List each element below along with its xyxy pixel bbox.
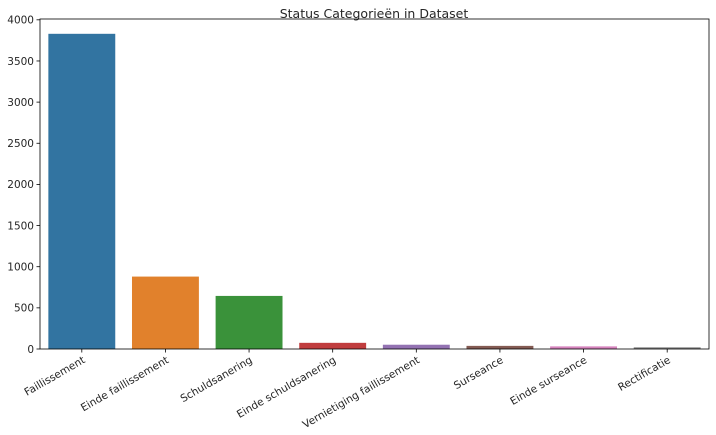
y-tick-label-0: 0 — [27, 344, 34, 356]
bar-1 — [131, 276, 199, 349]
x-tick-label-0: Faillissement — [22, 354, 87, 398]
y-tick-label-1: 500 — [14, 303, 34, 315]
chart-title: Status Categorieën in Dataset — [280, 6, 469, 21]
bar-5 — [466, 345, 534, 349]
x-tick-label-7: Rectificatie — [616, 354, 673, 394]
bar-4 — [382, 344, 450, 349]
bar-6 — [550, 346, 618, 349]
y-tick-label-7: 3500 — [7, 56, 34, 68]
bar-3 — [299, 342, 367, 349]
y-tick-label-2: 1000 — [7, 262, 34, 274]
bars-group — [48, 33, 701, 350]
bar-7 — [633, 347, 701, 349]
y-axis: 0 500 1000 1500 2000 2500 3000 3500 4000 — [7, 15, 40, 356]
plot-frame — [39, 18, 710, 350]
y-tick-label-3: 1500 — [7, 220, 34, 232]
x-tick-label-5: Surseance — [452, 354, 506, 392]
x-tick-label-2: Schuldsanering — [178, 354, 254, 405]
y-tick-label-5: 2500 — [7, 138, 34, 150]
y-tick-label-4: 2000 — [7, 179, 34, 191]
x-tick-label-6: Einde surseance — [508, 354, 589, 408]
bar-2 — [215, 295, 283, 349]
y-tick-label-6: 3000 — [7, 97, 34, 109]
y-tick-label-8: 4000 — [7, 15, 34, 27]
bar-0 — [48, 33, 116, 350]
x-tick-label-1: Einde faillissement — [79, 354, 171, 414]
